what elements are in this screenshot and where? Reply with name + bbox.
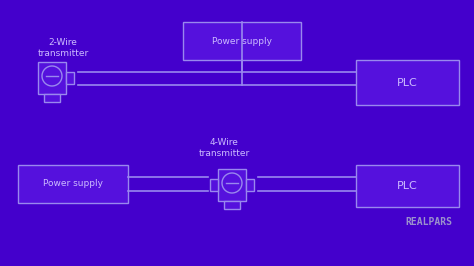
FancyBboxPatch shape bbox=[18, 165, 128, 203]
FancyBboxPatch shape bbox=[38, 62, 66, 94]
Text: PLC: PLC bbox=[397, 181, 418, 191]
FancyBboxPatch shape bbox=[356, 60, 459, 105]
FancyBboxPatch shape bbox=[66, 72, 74, 84]
FancyBboxPatch shape bbox=[224, 201, 240, 209]
Text: 4-Wire
transmitter: 4-Wire transmitter bbox=[199, 138, 250, 158]
FancyBboxPatch shape bbox=[44, 94, 60, 102]
Text: Power supply: Power supply bbox=[43, 180, 103, 189]
FancyBboxPatch shape bbox=[183, 22, 301, 60]
Text: Power supply: Power supply bbox=[212, 36, 272, 45]
FancyBboxPatch shape bbox=[218, 169, 246, 201]
Text: 2-Wire
transmitter: 2-Wire transmitter bbox=[37, 38, 89, 58]
FancyBboxPatch shape bbox=[356, 165, 459, 207]
FancyBboxPatch shape bbox=[210, 179, 218, 191]
Text: PLC: PLC bbox=[397, 77, 418, 88]
Text: REALPARS: REALPARS bbox=[405, 217, 452, 227]
FancyBboxPatch shape bbox=[246, 179, 254, 191]
